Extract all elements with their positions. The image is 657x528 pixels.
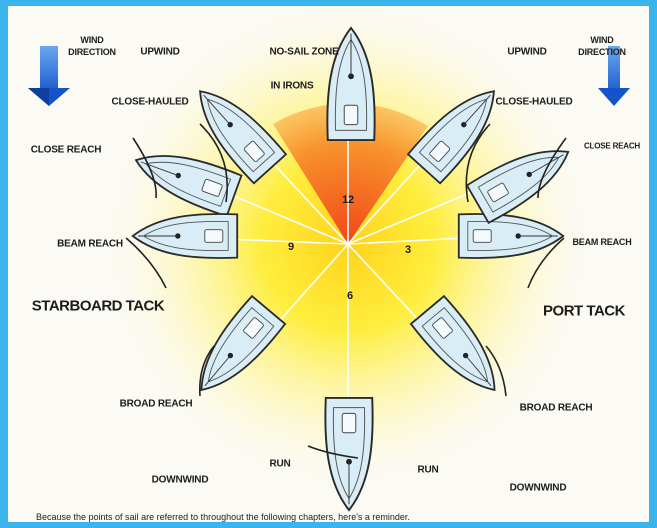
label-port-tack: PORT TACK [543, 302, 625, 320]
label-upwind-right: UPWIND [507, 46, 547, 58]
label-close-hauled-left: CLOSE-HAULED [111, 96, 189, 108]
label-upwind-left: UPWIND [140, 46, 180, 58]
wind-arrow-left [28, 46, 70, 106]
label-broad-reach-right: BROAD REACH [519, 402, 593, 414]
clock-3: 3 [405, 244, 411, 256]
wind-direction-label-right: WIND DIRECTION [578, 35, 626, 57]
label-broad-reach-left: BROAD REACH [119, 398, 193, 410]
label-run-left: RUN [269, 458, 291, 470]
label-close-hauled-right: CLOSE-HAULED [495, 96, 573, 108]
label-close-reach-right: CLOSE REACH [583, 141, 641, 151]
wind-arrow-right [598, 46, 630, 106]
clock-6: 6 [347, 290, 353, 302]
wind-direction-label-left: WIND DIRECTION [68, 35, 116, 57]
label-starboard-tack: STARBOARD TACK [31, 297, 165, 315]
page-frame: WIND DIRECTION WIND DIRECTION NO-SAIL ZO… [8, 6, 649, 522]
sails [125, 123, 567, 459]
label-beam-reach-left: BEAM REACH [57, 238, 123, 250]
no-sail-zone-wedge [273, 103, 428, 244]
clock-12: 12 [342, 194, 354, 206]
label-downwind-right: DOWNWIND [509, 482, 567, 494]
label-downwind-left: DOWNWIND [151, 474, 209, 486]
label-no-sail-zone: NO-SAIL ZONE [269, 46, 339, 58]
label-close-reach-left: CLOSE REACH [30, 144, 102, 156]
label-beam-reach-right: BEAM REACH [572, 237, 632, 247]
clock-9: 9 [288, 241, 294, 253]
label-in-irons: IN IRONS [270, 80, 314, 92]
points-of-sail-diagram [28, 6, 630, 512]
label-run-right: RUN [417, 464, 439, 476]
caption: Because the points of sail are referred … [36, 512, 410, 522]
